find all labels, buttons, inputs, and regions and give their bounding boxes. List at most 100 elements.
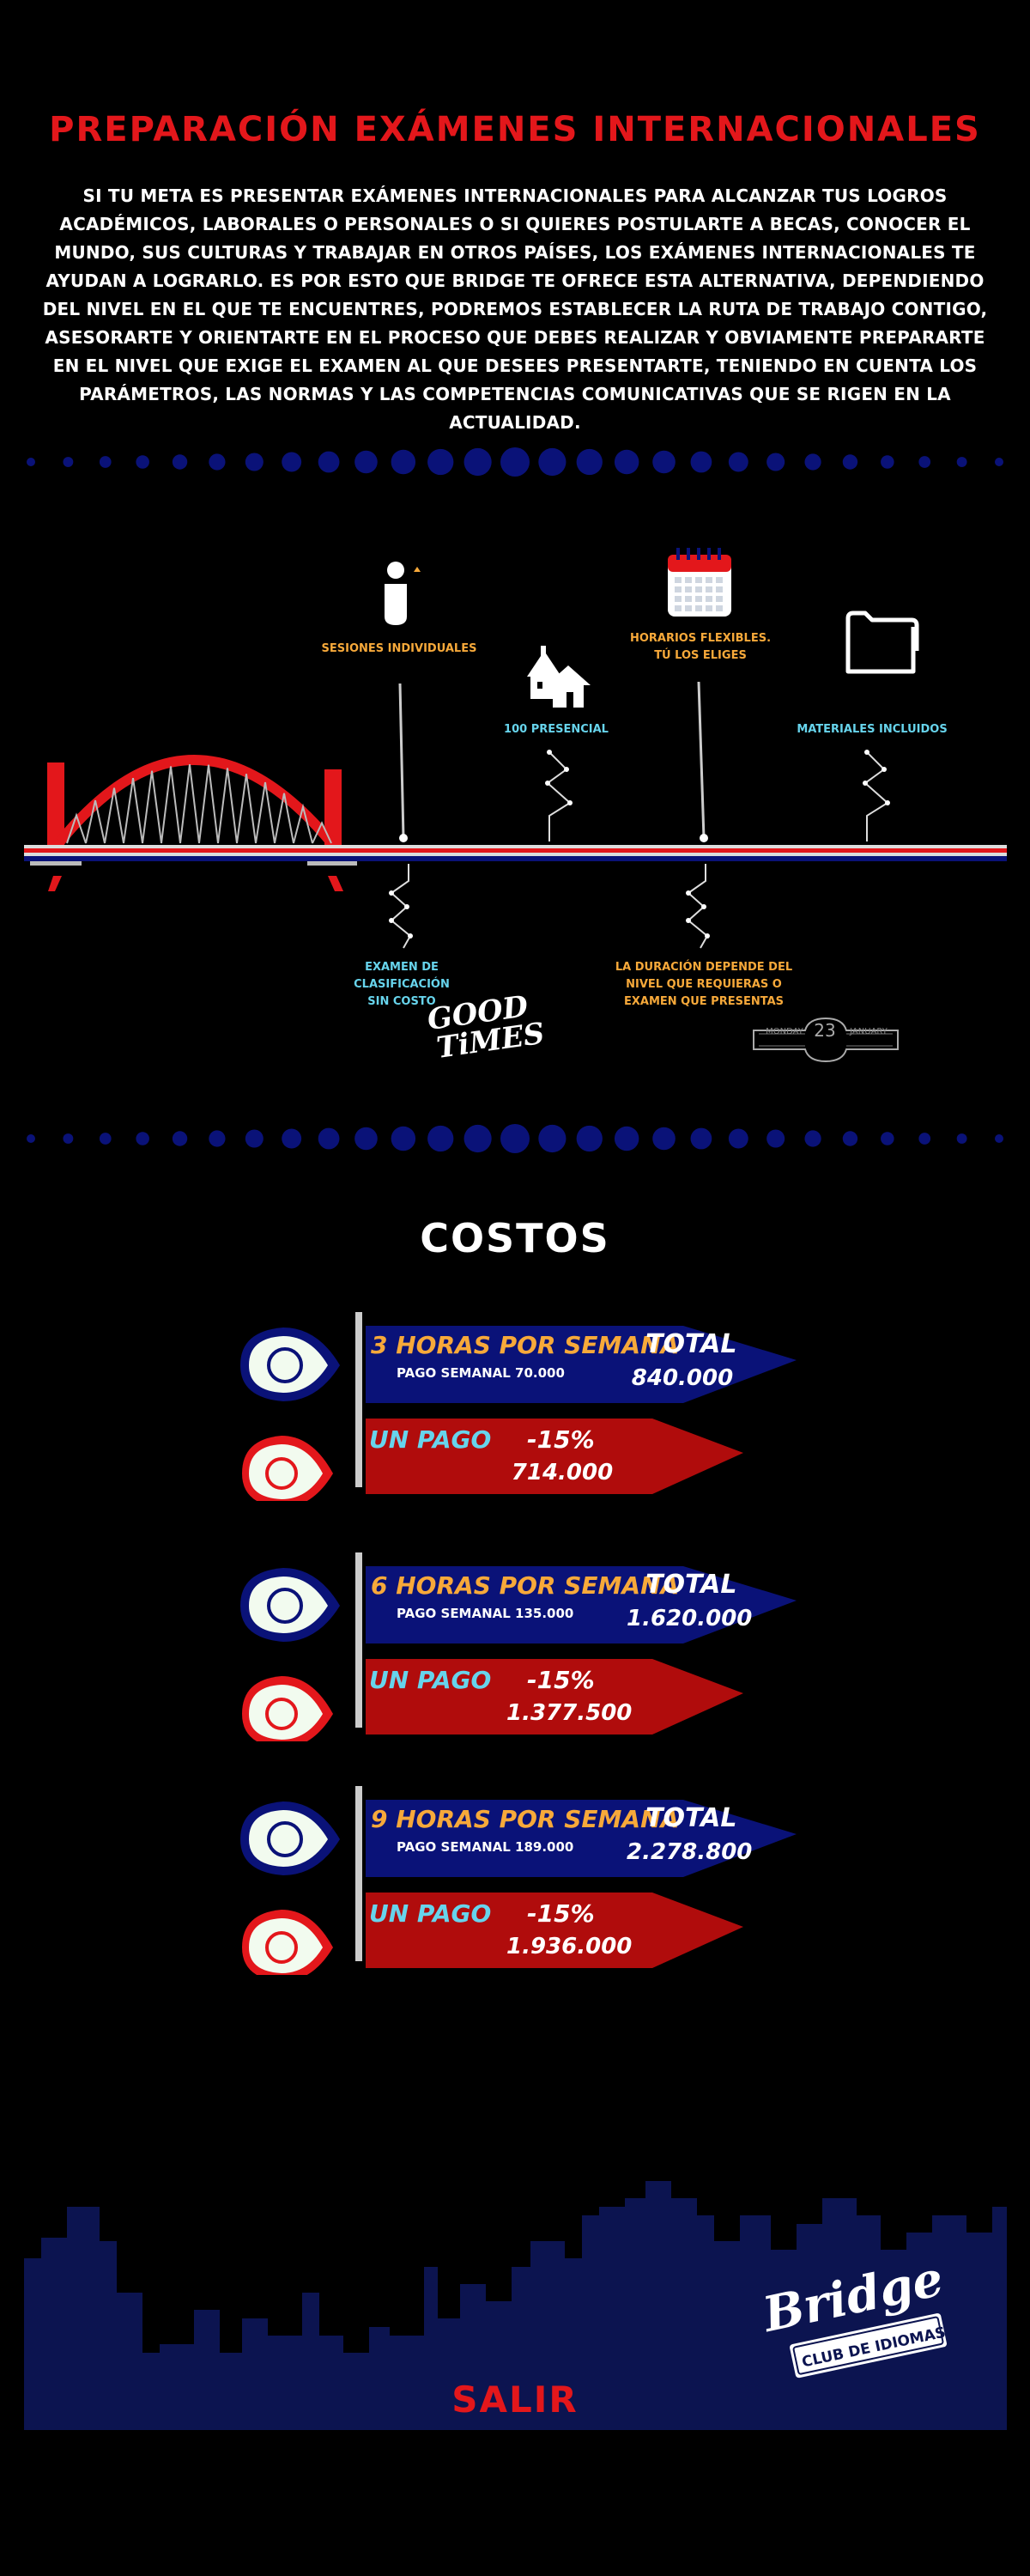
divider-dot (391, 449, 416, 475)
plan-graphic (240, 1312, 797, 1501)
plan-graphic (240, 1786, 797, 1975)
plan-total-label: Total (645, 1329, 737, 1359)
plan-weekly: Pago semanal 70.000 (397, 1365, 565, 1381)
divider-dot (245, 453, 264, 471)
pin-line-3 (697, 681, 708, 842)
bridge-timeline (24, 548, 1007, 1063)
bridge-logo (790, 2313, 947, 2379)
good-times-logo: GOOD TiMES (425, 989, 547, 1066)
dots-divider-bottom (27, 1124, 1003, 1153)
feature-sesiones-label: Sesiones individuales (321, 642, 477, 655)
divider-dot (918, 456, 931, 468)
zigzag-connector-4 (863, 751, 889, 841)
location-pin-icon (240, 1801, 340, 1875)
plan-one-payment: Un pago (369, 1666, 492, 1694)
plan-discounted-value: 714.000 (511, 1460, 614, 1485)
feature-materiales-label: Materiales incluidos (797, 723, 948, 736)
divider-dot (99, 456, 112, 468)
divider-dot (995, 1134, 1003, 1143)
divider-dot (318, 1127, 340, 1150)
divider-dot (27, 458, 35, 466)
divider-dot (209, 453, 226, 471)
divider-dot (766, 1129, 785, 1148)
divider-dot (354, 1127, 378, 1151)
divider-dot (576, 448, 603, 476)
plan-weekly: Pago semanal 189.000 (397, 1839, 574, 1855)
divider-dot (427, 1125, 454, 1152)
zigzag-connector-2 (546, 751, 572, 841)
divider-dot (500, 1124, 530, 1153)
bridge-icon (30, 755, 357, 891)
divider-dot (690, 1127, 712, 1150)
divider-dot (842, 1131, 858, 1146)
divider-dot (728, 1128, 748, 1149)
plan-weekly: Pago semanal 135.000 (397, 1606, 574, 1621)
divider-dot (282, 452, 302, 472)
divider-dot (804, 453, 821, 471)
date-badge-day: 23 (814, 1020, 836, 1041)
pin-line-1 (398, 683, 408, 842)
divider-dot (136, 1132, 149, 1145)
divider-dot (576, 1125, 603, 1152)
divider-dot (995, 458, 1003, 466)
plan-graphic (240, 1552, 797, 1741)
divider-dot (500, 447, 530, 477)
divider-dot (918, 1133, 931, 1145)
location-pin-icon (242, 1910, 333, 1975)
dots-divider-top (27, 447, 1003, 477)
plan-discount: -15% (527, 1899, 595, 1928)
date-badge-dayname: MONDAY (766, 1027, 803, 1036)
plan-hours: 6 horas por semana (371, 1571, 680, 1600)
plan-hours: 3 horas por semana (371, 1331, 680, 1359)
exit-button[interactable]: Salir (451, 2379, 579, 2421)
feature-examen-label: Examen de clasificación sin costo (354, 961, 450, 1008)
divider-dot (209, 1130, 226, 1147)
plan-discounted-value: 1.936.000 (506, 1934, 633, 1959)
plan-one-payment: Un pago (369, 1899, 492, 1928)
divider-dot (614, 449, 639, 475)
divider-dot (99, 1133, 112, 1145)
divider-dot (881, 1132, 894, 1145)
divider-dot (842, 454, 858, 470)
divider-dot (956, 457, 967, 467)
divider-dot (881, 455, 894, 469)
divider-dot (690, 451, 712, 473)
divider-dot (282, 1128, 302, 1149)
person-icon (385, 562, 421, 625)
city-skyline (24, 2181, 1007, 2430)
divider-dot (391, 1126, 416, 1151)
divider-dot (538, 1124, 566, 1153)
divider-dot (427, 448, 454, 476)
feature-duracion-label: La duración depende del nivel que requie… (615, 961, 793, 1008)
plan-discount: -15% (527, 1425, 595, 1454)
folder-icon (845, 611, 919, 674)
divider-dot (766, 453, 785, 471)
plan-discount: -15% (527, 1666, 595, 1694)
divider-dot (614, 1126, 639, 1151)
divider-dot (27, 1134, 35, 1143)
divider-dot (464, 1124, 492, 1153)
divider-dot (172, 1131, 188, 1146)
location-pin-icon (242, 1676, 333, 1741)
divider-dot (804, 1130, 821, 1147)
house-icon (527, 646, 591, 708)
page-title: Preparación exámenes internacionales (49, 110, 981, 149)
divider-dot (956, 1133, 967, 1144)
calendar-icon (668, 548, 731, 617)
divider-dot (538, 447, 566, 477)
location-pin-icon (240, 1327, 340, 1401)
costs-title: Costos (420, 1215, 610, 1261)
plan-discounted-value: 1.377.500 (506, 1700, 633, 1726)
divider-dot (245, 1129, 264, 1148)
divider-dot (354, 450, 378, 474)
plan-total-value: 2.278.800 (627, 1839, 753, 1865)
divider-dot (63, 457, 74, 467)
intro-paragraph: Si tu meta es presentar exámenes interna… (42, 185, 988, 433)
plan-hours: 9 horas por semana (371, 1805, 680, 1833)
plan-total-label: Total (645, 1803, 737, 1833)
location-pin-icon (242, 1436, 333, 1501)
divider-dot (652, 450, 676, 474)
feature-presencial-label: 100 presencial (504, 723, 609, 736)
plan-one-payment: Un pago (369, 1425, 492, 1454)
location-pin-icon (240, 1568, 340, 1642)
